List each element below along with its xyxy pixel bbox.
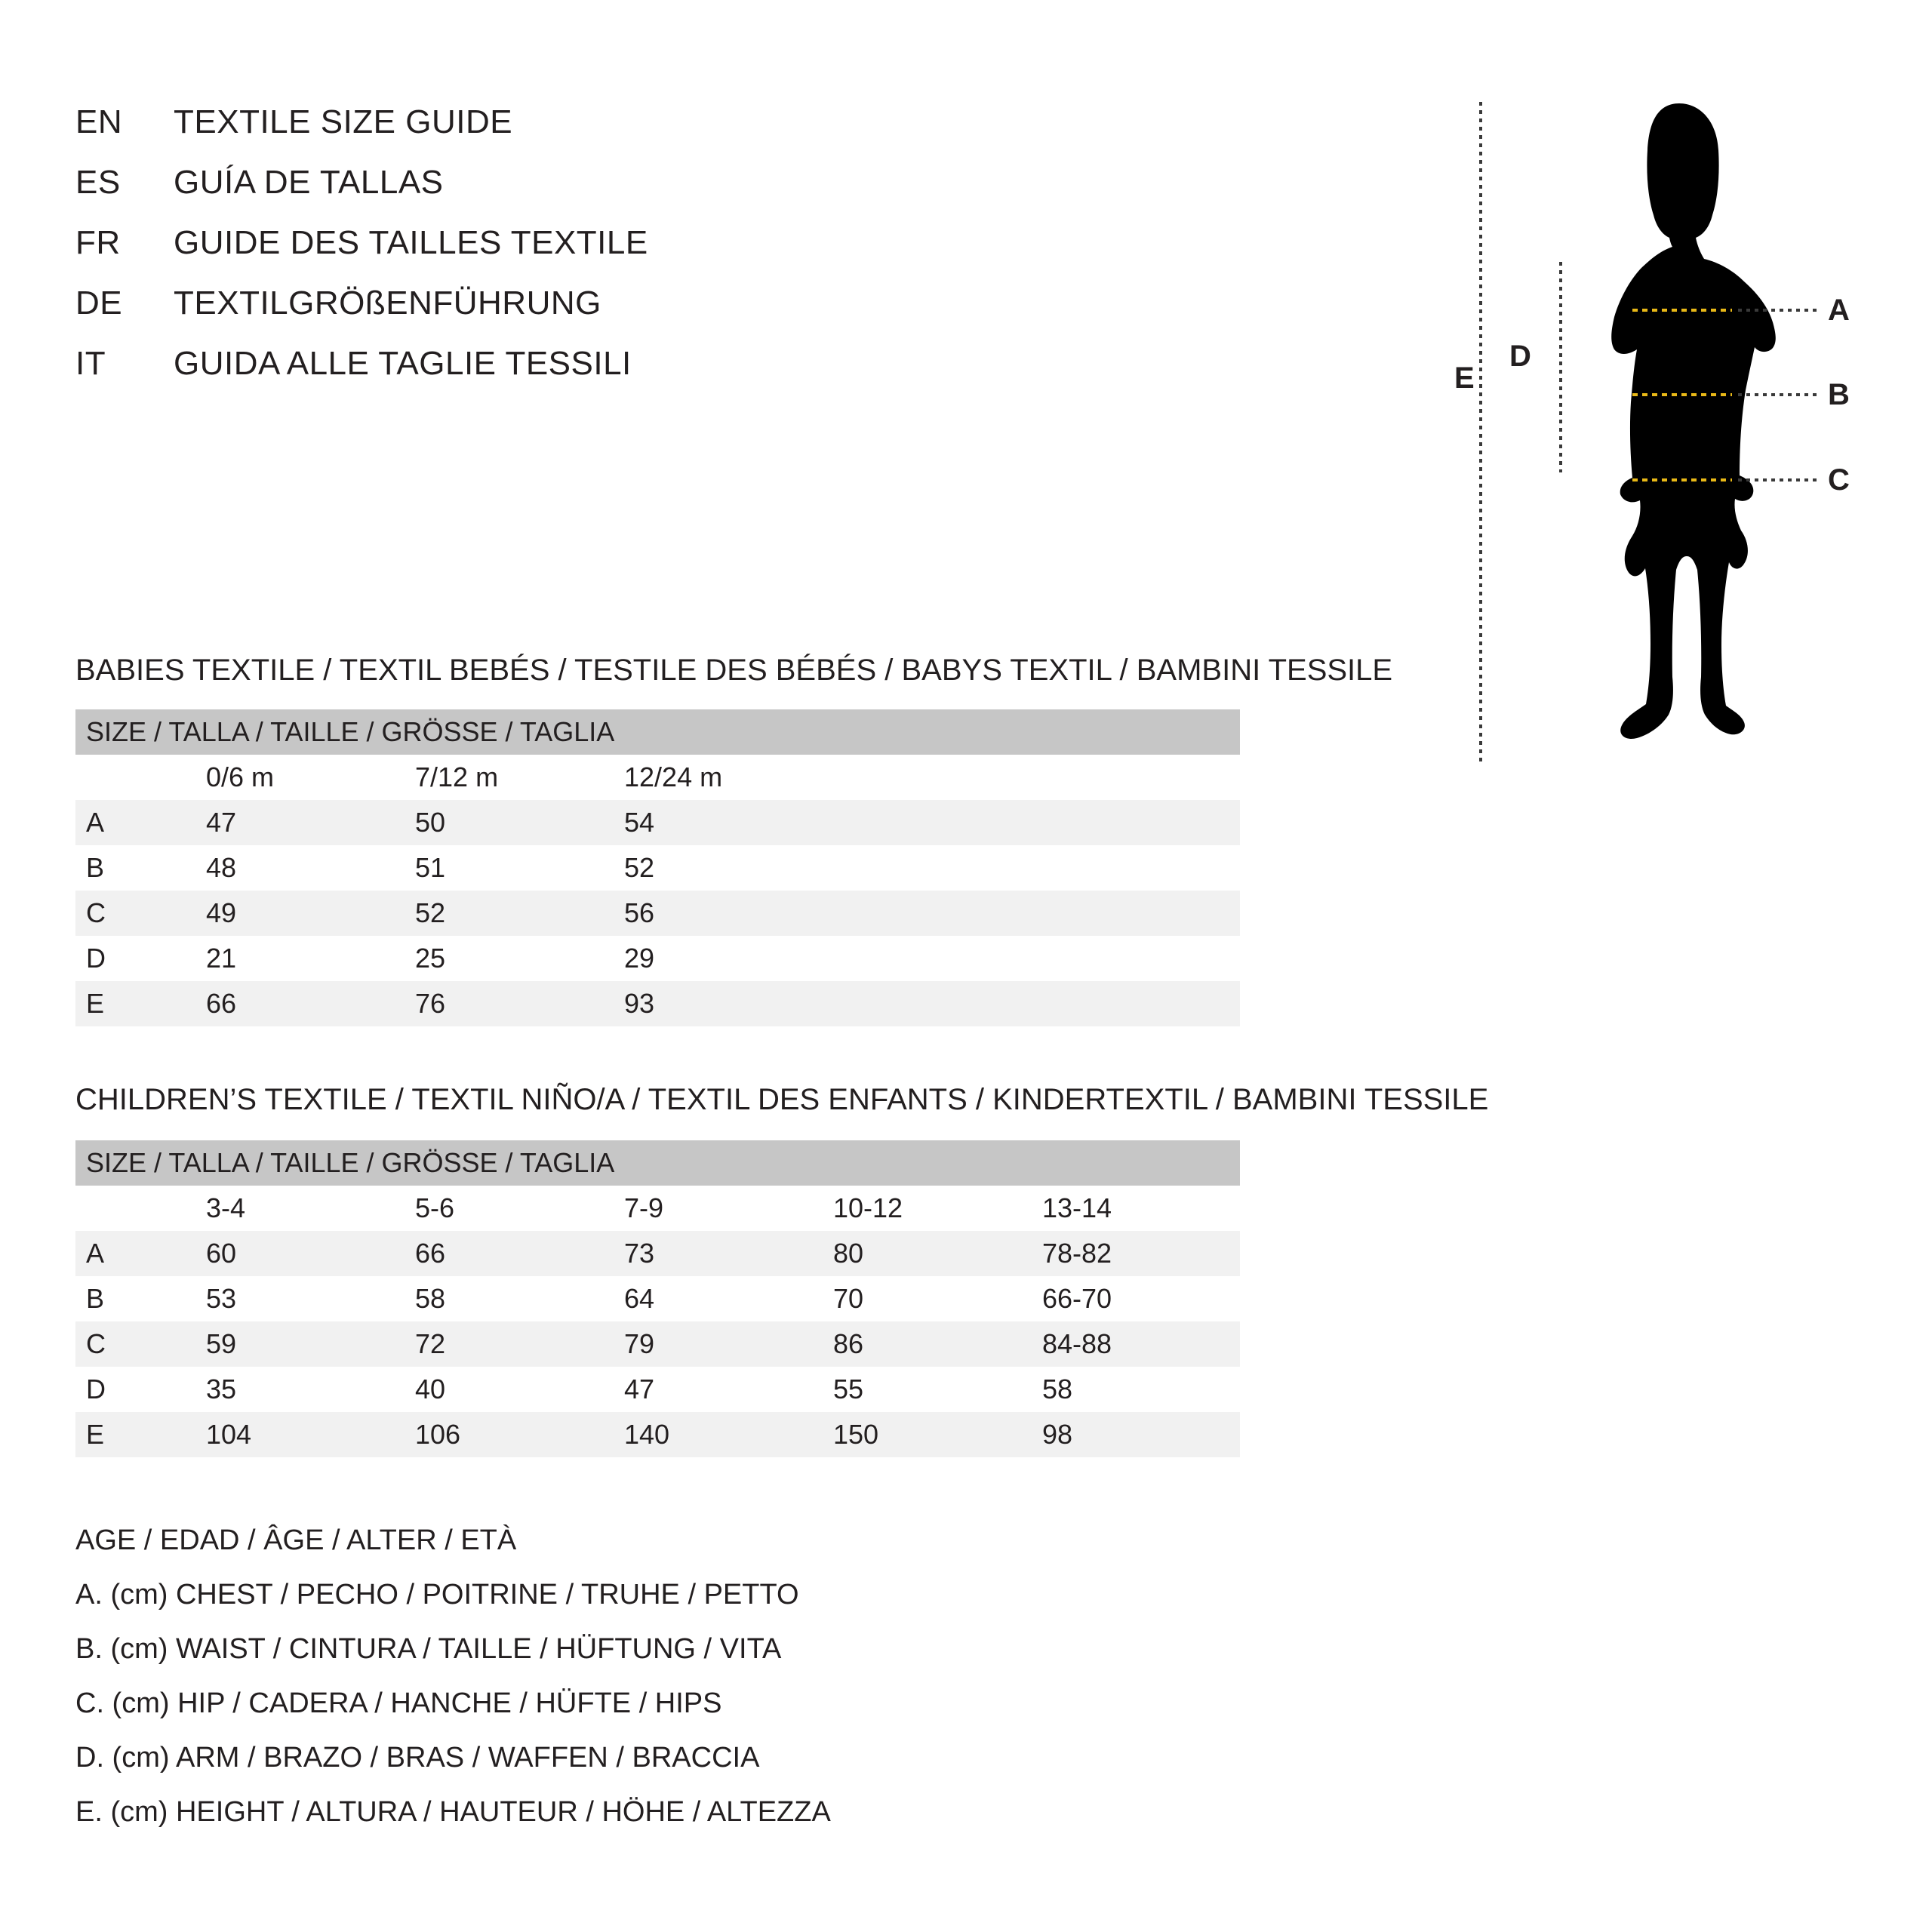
svg-text:C: C <box>1828 463 1850 497</box>
svg-text:B: B <box>1828 378 1850 411</box>
svg-text:D: D <box>1509 340 1531 373</box>
svg-text:E: E <box>1454 361 1475 395</box>
svg-text:A: A <box>1828 294 1850 327</box>
